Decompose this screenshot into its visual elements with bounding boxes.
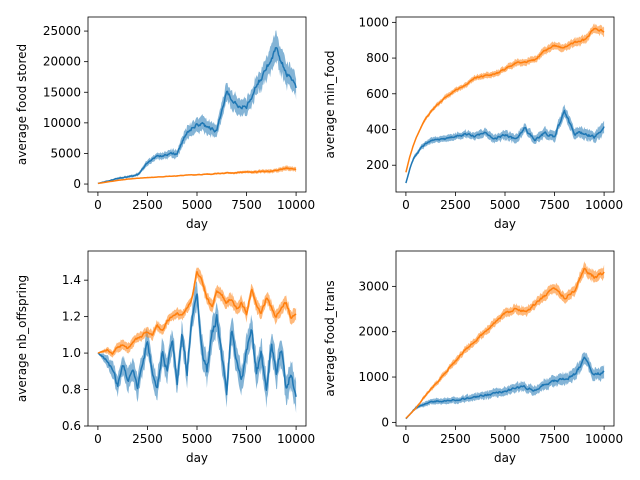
y-tick-label: 10000 [43,116,81,130]
y-tick-label: 0 [381,415,389,429]
x-axis-label: day [494,217,516,231]
y-tick-label: 15000 [43,85,81,99]
y-tick-label: 25000 [43,24,81,38]
x-tick-label: 10000 [277,432,315,446]
y-tick-label: 0.6 [62,419,81,433]
subplot-3: 0 2500 5000 7500 10000 0.6 0.8 1.0 1.2 1.4 day aver… [15,250,315,465]
series-2-line [405,27,605,173]
subplot-1: 0 2500 5000 7500 10000 0 5000 10000 15000 20000 25… [15,16,315,231]
y-tick-label: 1.2 [62,310,81,324]
x-axis-label: day [494,451,516,465]
x-tick-label: 5000 [490,432,521,446]
x-tick-label: 0 [94,432,102,446]
x-tick-label: 7500 [231,432,262,446]
plot-area [405,261,605,420]
x-tick-label: 10000 [585,198,623,212]
x-axis-label: day [186,217,208,231]
series-2-band [97,267,297,358]
series-1-line [97,46,297,185]
y-axis-label: average food stored [15,44,29,165]
plot-area [97,267,297,413]
y-tick-label: 0 [73,177,81,191]
x-tick-label: 0 [94,198,102,212]
x-tick-label: 5000 [182,432,213,446]
x-tick-label: 2500 [440,198,471,212]
x-tick-label: 2500 [440,432,471,446]
x-axis-label: day [186,451,208,465]
y-tick-label: 2000 [358,325,389,339]
y-tick-label: 3000 [358,279,389,293]
x-tick-label: 2500 [132,198,163,212]
y-tick-label: 0.8 [62,383,81,397]
y-tick-label: 600 [366,87,389,101]
series-1-line [97,293,297,397]
x-tick-label: 7500 [539,198,570,212]
y-tick-label: 1.4 [62,273,81,287]
x-tick-label: 0 [402,198,410,212]
x-tick-label: 10000 [277,198,315,212]
y-tick-label: 1.0 [62,346,81,360]
subplot-4: 0 2500 5000 7500 10000 0 1000 2000 3000 day averag… [323,250,623,465]
series-1-band [405,352,605,419]
x-tick-label: 7500 [231,198,262,212]
series-1-band [97,30,297,184]
y-tick-label: 5000 [50,146,81,160]
x-tick-label: 7500 [539,432,570,446]
series-1-line [405,356,605,420]
plot-area [405,23,605,184]
y-tick-label: 400 [366,123,389,137]
x-tick-label: 0 [402,432,410,446]
y-tick-label: 20000 [43,55,81,69]
y-axis-label: average min_food [323,50,337,158]
x-tick-label: 5000 [182,198,213,212]
y-axis-label: average food_trans [323,280,337,396]
x-tick-label: 10000 [585,432,623,446]
series-2-line [97,167,297,185]
series-2-line [97,270,297,355]
y-tick-label: 200 [366,158,389,172]
plot-area [97,30,297,185]
y-axis-label: average nb_offspring [15,275,29,402]
subplot-2: 0 2500 5000 7500 10000 200 400 600 800 1000 day ave… [323,15,623,231]
x-tick-label: 5000 [490,198,521,212]
y-tick-label: 800 [366,51,389,65]
y-tick-label: 1000 [358,370,389,384]
series-2-line [405,267,605,419]
series-1-line [405,109,605,184]
y-tick-label: 1000 [358,15,389,29]
x-tick-label: 2500 [132,432,163,446]
